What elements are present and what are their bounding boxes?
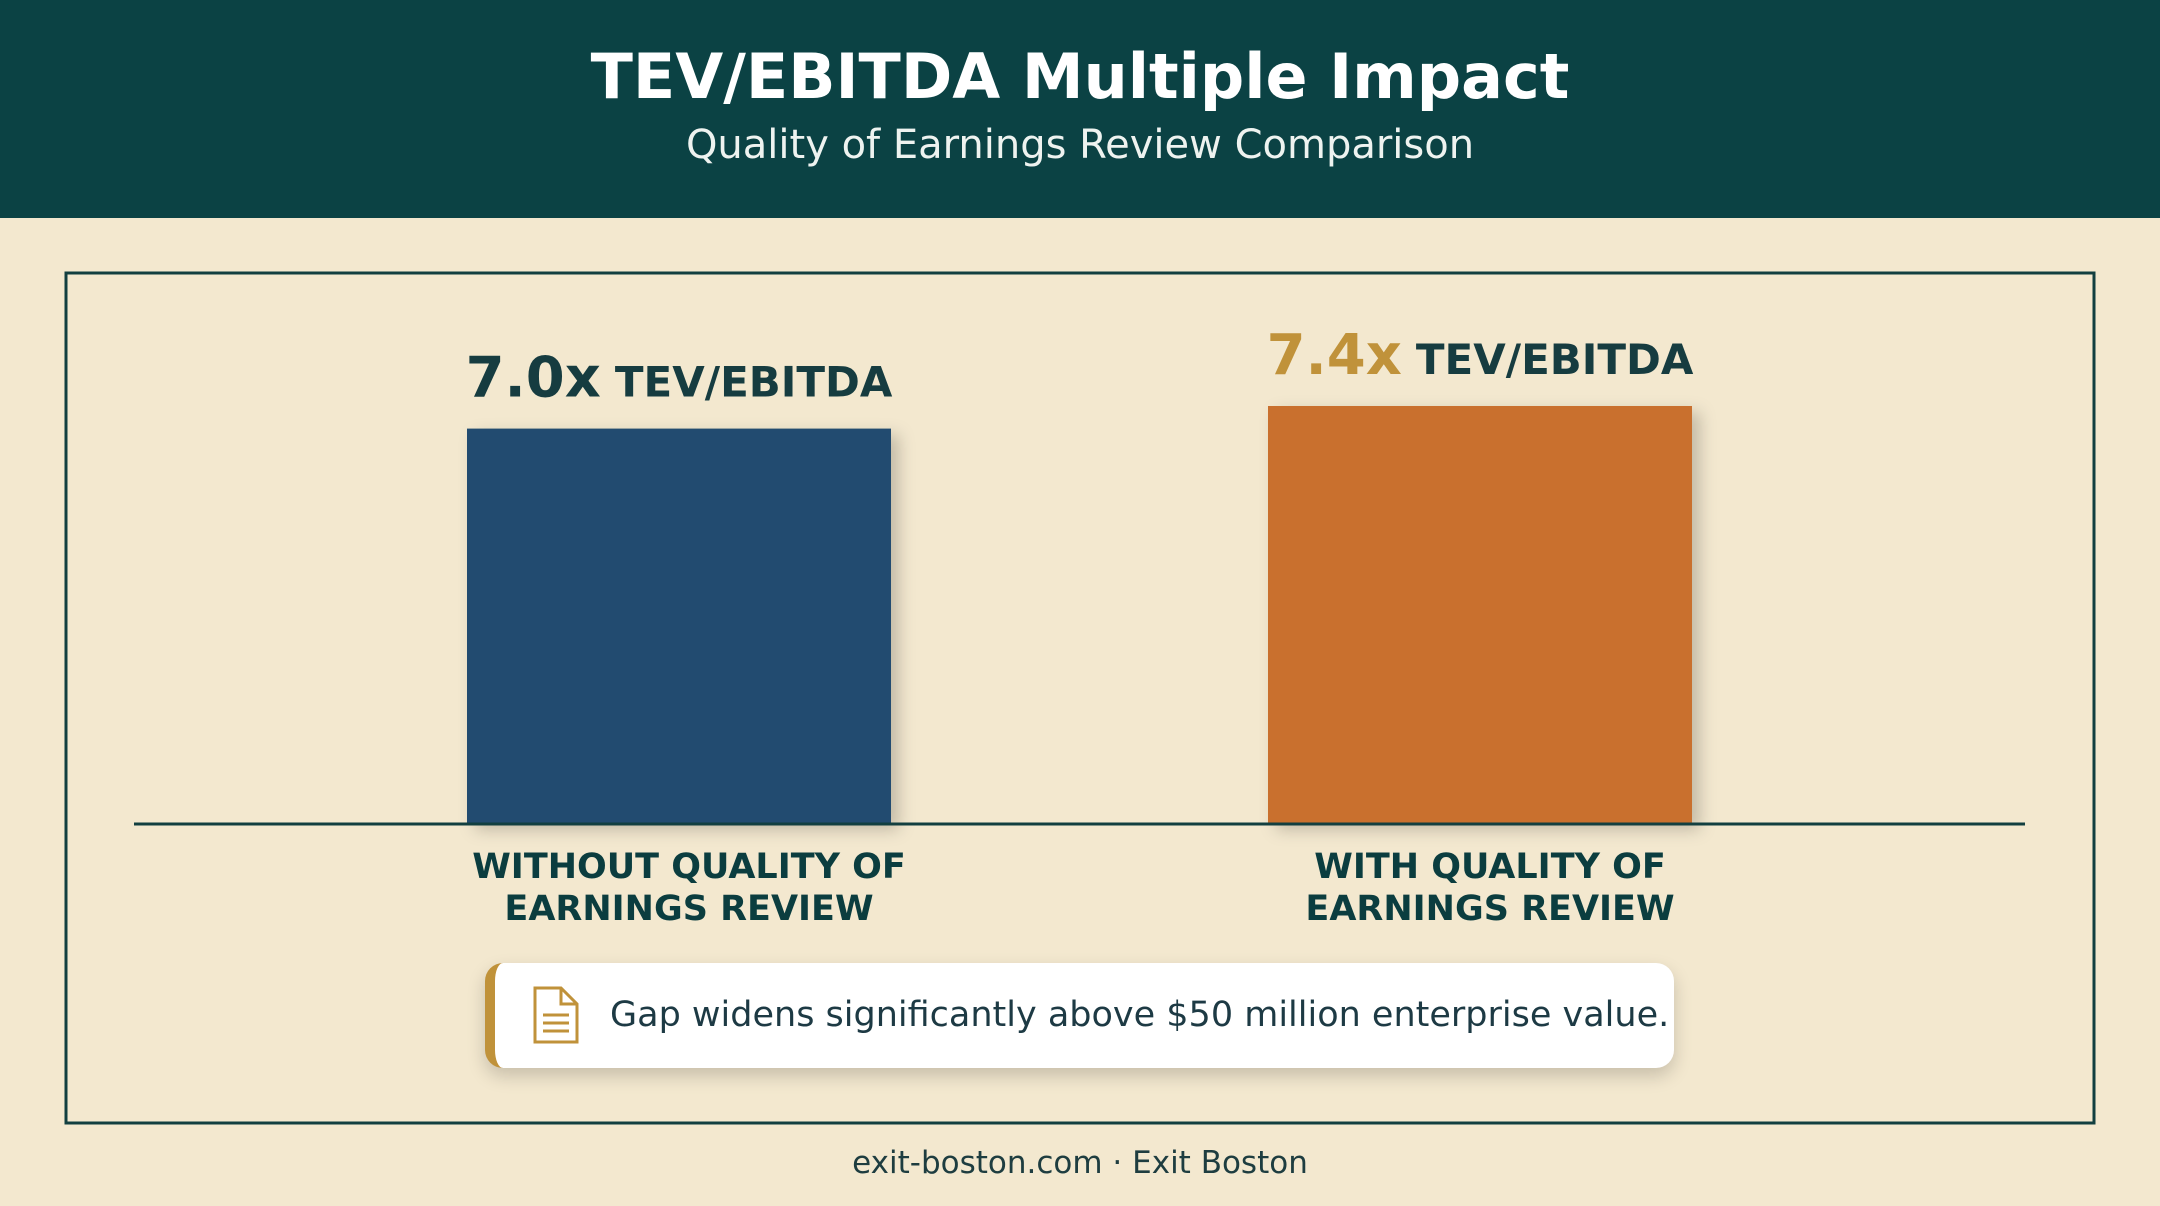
value-unit: TEV/EBITDA — [615, 358, 893, 407]
category-label: WITHOUT QUALITY OF EARNINGS REVIEW — [472, 847, 906, 929]
value-label: 7.0x TEV/EBITDA — [466, 346, 893, 411]
note-text: Gap widens significantly above $50 milli… — [610, 995, 1670, 1035]
header: TEV/EBITDA Multiple Impact Quality of Ea… — [0, 0, 2160, 218]
document-icon — [533, 986, 579, 1044]
chart-title: TEV/EBITDA Multiple Impact — [590, 40, 1570, 113]
bar — [1268, 406, 1692, 824]
category-label: WITH QUALITY OF EARNINGS REVIEW — [1305, 847, 1675, 929]
value-label: 7.4x TEV/EBITDA — [1267, 323, 1694, 388]
note-box: Gap widens significantly above $50 milli… — [485, 963, 1674, 1068]
bar — [467, 428, 891, 824]
value-number: 7.0x — [466, 346, 601, 411]
frame — [64, 271, 2096, 1125]
value-unit: TEV/EBITDA — [1416, 335, 1694, 384]
footer: exit-boston.com · Exit Boston — [852, 1145, 1308, 1181]
value-number: 7.4x — [1267, 323, 1402, 388]
chart-subtitle: Quality of Earnings Review Comparison — [685, 122, 1475, 168]
